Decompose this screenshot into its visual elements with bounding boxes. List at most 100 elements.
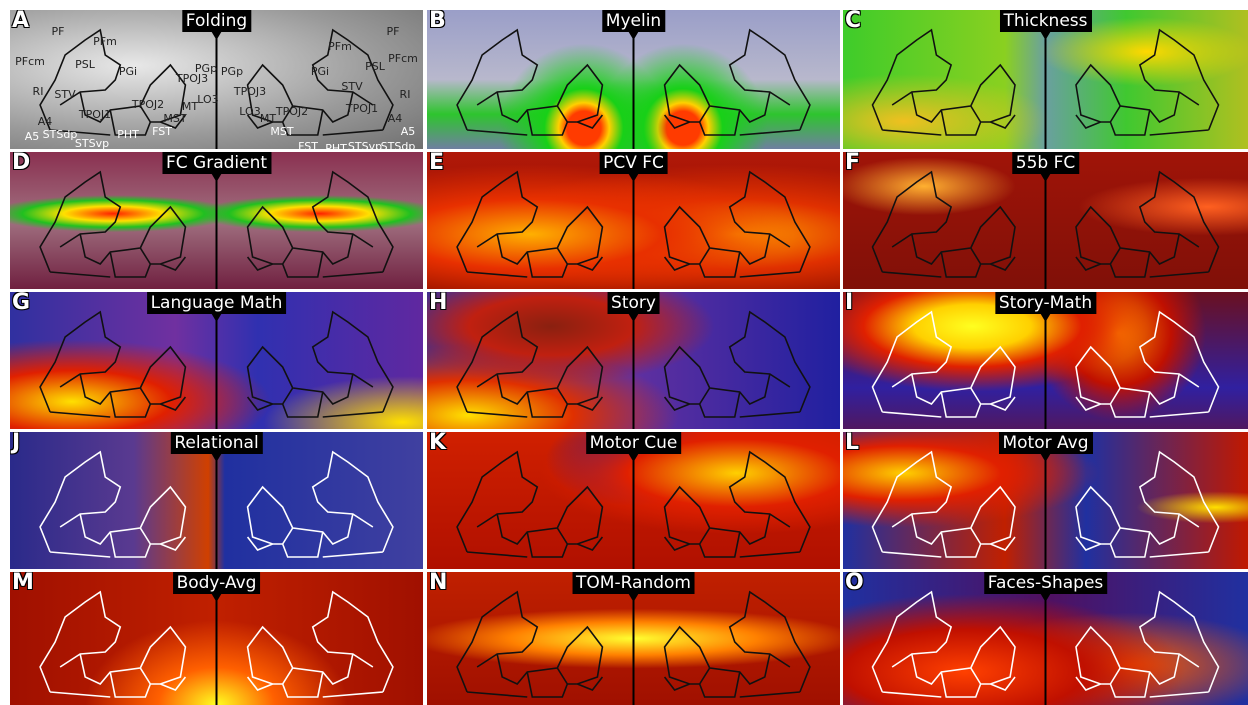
region-label: PGi	[119, 65, 137, 78]
parcel-outline-right	[665, 30, 810, 135]
region-label: A5	[25, 130, 40, 143]
region-label: MT	[182, 100, 198, 113]
panel: TOM-Random N	[427, 572, 840, 705]
panel-title: Story	[607, 292, 660, 314]
region-label: TPOJ2	[131, 98, 164, 111]
panel: Language Math G	[10, 292, 423, 429]
region-label: PGi	[311, 65, 329, 78]
panel-letter: K	[429, 432, 446, 455]
region-label: PFcm	[388, 52, 418, 65]
panel: Motor Avg L	[843, 432, 1248, 569]
parcel-outline-left	[872, 312, 1015, 417]
panel-title: Relational	[170, 432, 262, 454]
panel: Faces-Shapes O	[843, 572, 1248, 705]
region-label: STSvp	[348, 140, 382, 149]
parcel-outline-left	[457, 30, 602, 135]
region-label: PFm	[93, 35, 117, 48]
region-label: PGp	[221, 65, 243, 78]
region-label: STSvp	[75, 137, 109, 149]
panel-title: Folding	[182, 10, 251, 32]
panel-letter: C	[845, 10, 861, 33]
region-label: FST	[152, 125, 172, 138]
region-label: STSdp	[381, 140, 416, 149]
parcel-outline-right	[1076, 30, 1219, 135]
panel-title: FC Gradient	[162, 152, 271, 174]
region-label: TPOJ3	[233, 85, 266, 98]
panel-letter: O	[845, 572, 864, 595]
panel-title: Body-Avg	[173, 572, 261, 594]
parcel-outline-right	[1076, 452, 1219, 557]
panel: PCV FC E	[427, 152, 840, 289]
region-label: PF	[52, 25, 65, 38]
panel-letter: F	[845, 152, 860, 175]
panel-letter: J	[12, 432, 20, 455]
parcel-outline-right	[248, 452, 393, 557]
parcel-outline-right	[665, 172, 810, 277]
parcel-outline-left	[40, 452, 185, 557]
panel-title: Motor Avg	[998, 432, 1092, 454]
parcel-outline-right	[248, 172, 393, 277]
region-label: STSdp	[43, 128, 78, 141]
parcel-outline-right	[665, 592, 810, 697]
panel: Motor Cue K	[427, 432, 840, 569]
parcel-outline-right	[665, 452, 810, 557]
panel-title: Faces-Shapes	[984, 572, 1108, 594]
panel-title: 55b FC	[1012, 152, 1079, 174]
panel: 55b FC F	[843, 152, 1248, 289]
region-label: LO3	[197, 93, 218, 106]
parcel-outline-right	[248, 312, 393, 417]
panel-letter: H	[429, 292, 447, 315]
region-label: PF	[387, 25, 400, 38]
panel-letter: G	[12, 292, 30, 315]
region-label: PSL	[365, 60, 386, 73]
panel-title: Myelin	[602, 10, 665, 32]
parcel-outline-left	[40, 312, 185, 417]
region-label: MT	[260, 112, 276, 125]
parcel-outline-left	[872, 452, 1015, 557]
parcel-outline-left	[40, 592, 185, 697]
region-label: LO3	[239, 105, 260, 118]
region-label: PSL	[75, 58, 96, 71]
panel-letter: A	[12, 10, 29, 33]
region-label: STV	[54, 88, 76, 101]
region-label: FST	[298, 140, 318, 149]
panel: Relational J	[10, 432, 423, 569]
parcel-outline-left	[457, 592, 602, 697]
region-label: TPOJ1	[345, 102, 378, 115]
panel-letter: N	[429, 572, 447, 595]
parcel-outline-left	[457, 172, 602, 277]
parcel-outline-left	[457, 312, 602, 417]
region-label: TPOJ1	[78, 108, 111, 121]
panel-title: Language Math	[147, 292, 287, 314]
region-label: TPOJ3	[175, 72, 208, 85]
region-label: A4	[388, 112, 403, 125]
parcel-outline-left	[457, 452, 602, 557]
region-label: MST	[163, 112, 186, 125]
region-label: PHT	[117, 128, 139, 141]
panel-letter: B	[429, 10, 446, 33]
parcel-outline-left	[872, 172, 1015, 277]
parcel-outline-right	[1076, 592, 1219, 697]
panel-title: TOM-Random	[572, 572, 695, 594]
region-label: RI	[400, 88, 411, 101]
parcel-outline-left	[872, 30, 1015, 135]
parcel-outline-right	[1076, 172, 1219, 277]
panel-letter: E	[429, 152, 444, 175]
panel-letter: M	[12, 572, 34, 595]
region-label: PFcm	[15, 55, 45, 68]
figure: PFPFmPFcmPSLRISTVPGiPGpTPOJ3TPOJ1TPOJ2LO…	[0, 0, 1248, 705]
parcel-outline-right	[665, 312, 810, 417]
parcel-outline-left	[40, 172, 185, 277]
parcel-outline-right	[248, 592, 393, 697]
panel-title: Motor Cue	[586, 432, 682, 454]
panel-letter: L	[845, 432, 859, 455]
panel: Body-Avg M	[10, 572, 423, 705]
region-label: STV	[341, 80, 363, 93]
region-label: RI	[33, 85, 44, 98]
panel: Story H	[427, 292, 840, 429]
region-label: MST	[270, 125, 293, 138]
panel-title: PCV FC	[599, 152, 668, 174]
parcel-outline-right	[1076, 312, 1219, 417]
